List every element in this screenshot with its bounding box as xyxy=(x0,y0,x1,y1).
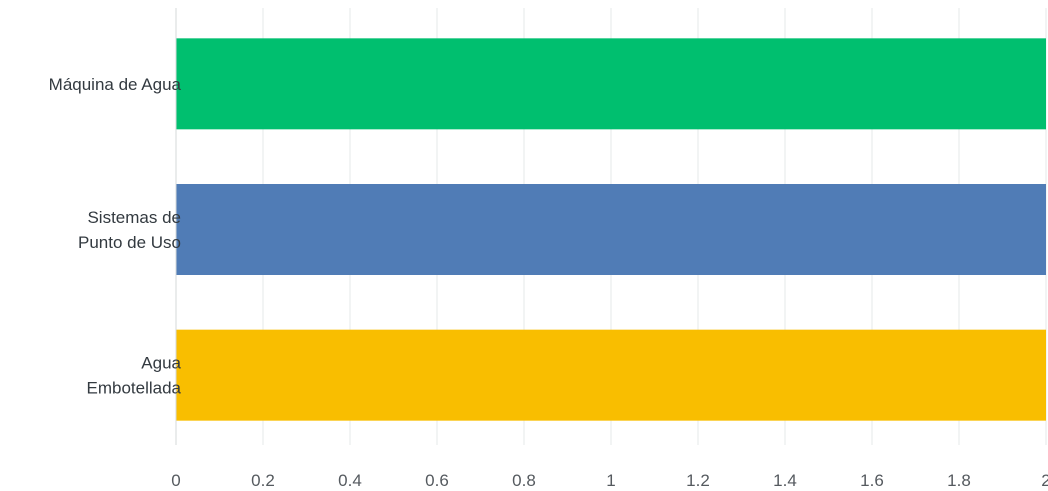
bars xyxy=(176,38,1046,421)
bar xyxy=(176,184,1046,275)
bar xyxy=(176,329,1046,421)
x-tick-label: 1 xyxy=(606,471,615,490)
category-label: Máquina de Agua xyxy=(49,75,182,94)
category-label: Sistemas de xyxy=(87,208,181,227)
category-label: Punto de Uso xyxy=(78,233,181,252)
x-axis-tick-labels: 0 0.2 0.4 0.6 0.8 1 1.2 1.4 1.6 1.8 2 xyxy=(171,471,1048,490)
category-label: Embotellada xyxy=(86,379,181,398)
x-tick-label: 0.8 xyxy=(512,471,536,490)
bar xyxy=(176,38,1046,130)
x-tick-label: 1.4 xyxy=(773,471,797,490)
category-label: Agua xyxy=(141,354,181,373)
x-tick-label: 1.6 xyxy=(860,471,884,490)
x-tick-label: 0.6 xyxy=(425,471,449,490)
x-tick-label: 0 xyxy=(171,471,180,490)
x-tick-label: 1.2 xyxy=(686,471,710,490)
category-labels: Máquina de Agua Sistemas de Punto de Uso Ag… xyxy=(49,75,182,398)
x-tick-label: 0.2 xyxy=(251,471,275,490)
x-tick-label: 1.8 xyxy=(947,471,971,490)
x-tick-label: 0.4 xyxy=(338,471,362,490)
x-tick-label: 2 xyxy=(1041,471,1048,490)
